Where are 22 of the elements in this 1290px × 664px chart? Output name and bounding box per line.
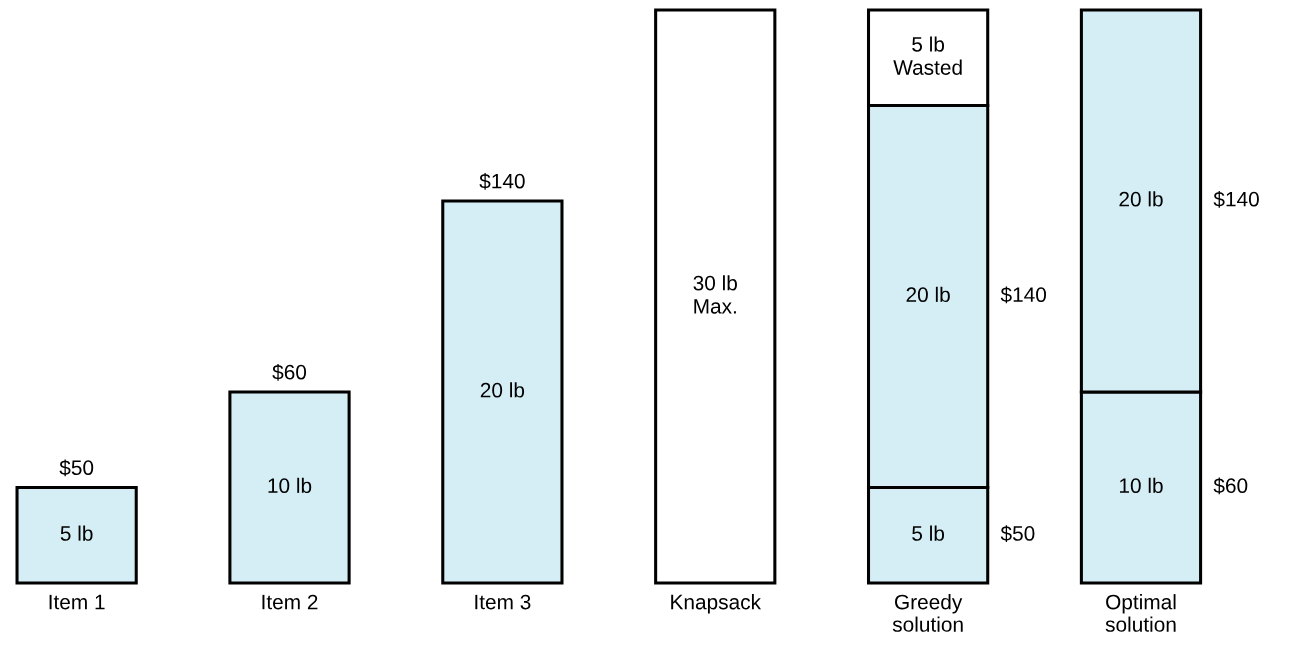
x-tick-label: Optimal solution <box>1105 594 1176 632</box>
data-label: 20 lb <box>906 286 950 303</box>
x-tick-label: Item 3 <box>475 594 531 610</box>
x-tick-label: Item 1 <box>49 594 105 610</box>
annotation: $50 <box>1000 525 1035 543</box>
data-label: 10 lb <box>268 477 312 494</box>
annotation: $50 <box>59 459 94 477</box>
annotation: $140 <box>479 172 525 190</box>
data-label: 5 lb Wasted <box>893 36 962 75</box>
x-tick-label: Knapsack <box>671 594 762 614</box>
data-label: 30 lb Max. <box>693 275 737 314</box>
x-tick-label: Greedy solution <box>892 594 963 632</box>
data-label: 5 lb <box>912 525 945 541</box>
annotation: $140 <box>1213 190 1259 208</box>
data-label: 20 lb <box>1119 191 1163 207</box>
data-label: 20 lb <box>480 382 525 398</box>
annotation: $60 <box>1213 477 1248 495</box>
x-tick-label: Item 2 <box>262 594 318 610</box>
data-label: 5 lb <box>60 525 93 541</box>
annotation: $140 <box>1000 286 1047 304</box>
data-label: 10 lb <box>1119 477 1163 494</box>
annotation: $60 <box>272 363 307 381</box>
